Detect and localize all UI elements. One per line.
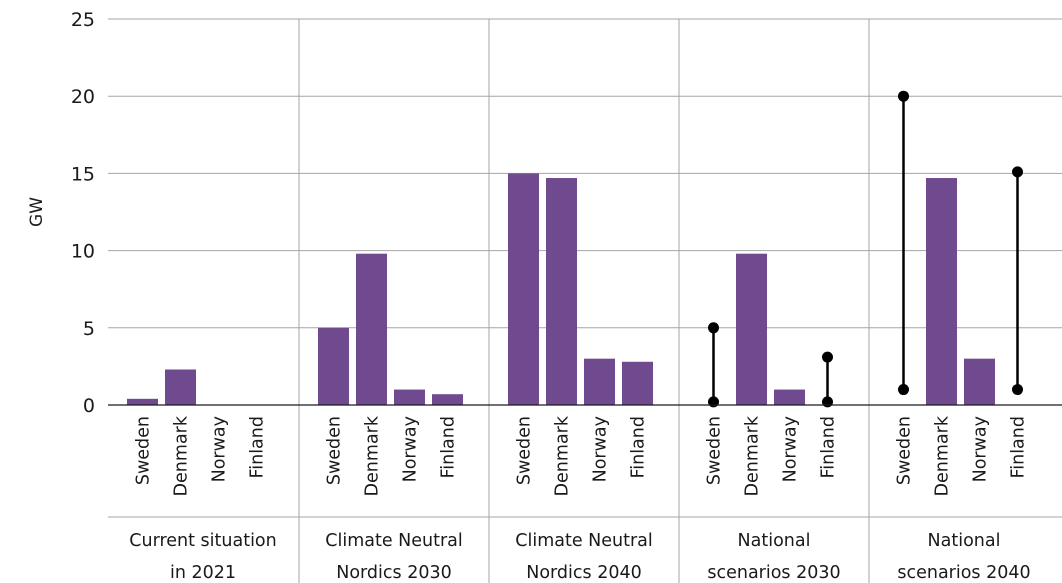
category-label: Finland [248, 416, 268, 479]
category-label: Finland [439, 416, 459, 479]
group-label: National [928, 531, 1001, 551]
category-label: Norway [781, 416, 801, 482]
bar [546, 178, 577, 405]
bar [127, 398, 158, 405]
group-label: Climate Neutral [325, 531, 463, 551]
range-low-marker [822, 396, 833, 408]
category-label: Denmark [743, 415, 763, 496]
group-label: in 2021 [170, 563, 236, 583]
y-tick-label: 20 [71, 86, 95, 108]
range-low-marker [1012, 384, 1023, 396]
category-label: Sweden [325, 416, 345, 485]
y-axis-title: GW [27, 197, 47, 227]
category-label: Denmark [933, 415, 953, 496]
category-label: Finland [819, 416, 839, 479]
range-high-marker [1012, 166, 1023, 178]
category-label: Sweden [134, 416, 154, 485]
category-label: Finland [1009, 416, 1029, 479]
category-label: Norway [401, 416, 421, 482]
bar [356, 253, 387, 405]
category-label: Norway [210, 416, 230, 482]
category-label: Norway [971, 416, 991, 482]
group-label: Climate Neutral [515, 531, 653, 551]
category-label: Denmark [363, 415, 383, 496]
range-high-marker [708, 322, 719, 334]
category-label: Denmark [553, 415, 573, 496]
y-tick-label: 15 [71, 163, 95, 185]
bar [584, 358, 615, 405]
range-low-marker [898, 384, 909, 396]
category-label: Sweden [515, 416, 535, 485]
bar [926, 178, 957, 405]
bar [508, 173, 539, 405]
bar [432, 394, 463, 405]
group-label: National [738, 531, 811, 551]
category-label: Sweden [705, 416, 725, 485]
group-label: Nordics 2030 [336, 563, 452, 583]
bar [736, 253, 767, 405]
range-high-marker [822, 351, 833, 363]
y-tick-label: 0 [83, 395, 95, 417]
y-tick-label: 25 [71, 9, 95, 31]
category-label: Sweden [895, 416, 915, 485]
bar [165, 369, 196, 405]
bar [622, 361, 653, 405]
y-tick-label: 5 [83, 318, 95, 340]
y-tick-label: 10 [71, 241, 95, 263]
bar [318, 327, 349, 405]
group-label: Nordics 2040 [526, 563, 642, 583]
group-label: Current situation [129, 531, 276, 551]
range-high-marker [898, 90, 909, 102]
category-label: Norway [591, 416, 611, 482]
category-label: Finland [629, 416, 649, 479]
category-label: Denmark [172, 415, 192, 496]
group-label: scenarios 2040 [897, 563, 1030, 583]
range-low-marker [708, 396, 719, 408]
group-label: scenarios 2030 [707, 563, 840, 583]
bar [394, 389, 425, 405]
bar [964, 358, 995, 405]
bar [774, 389, 805, 405]
